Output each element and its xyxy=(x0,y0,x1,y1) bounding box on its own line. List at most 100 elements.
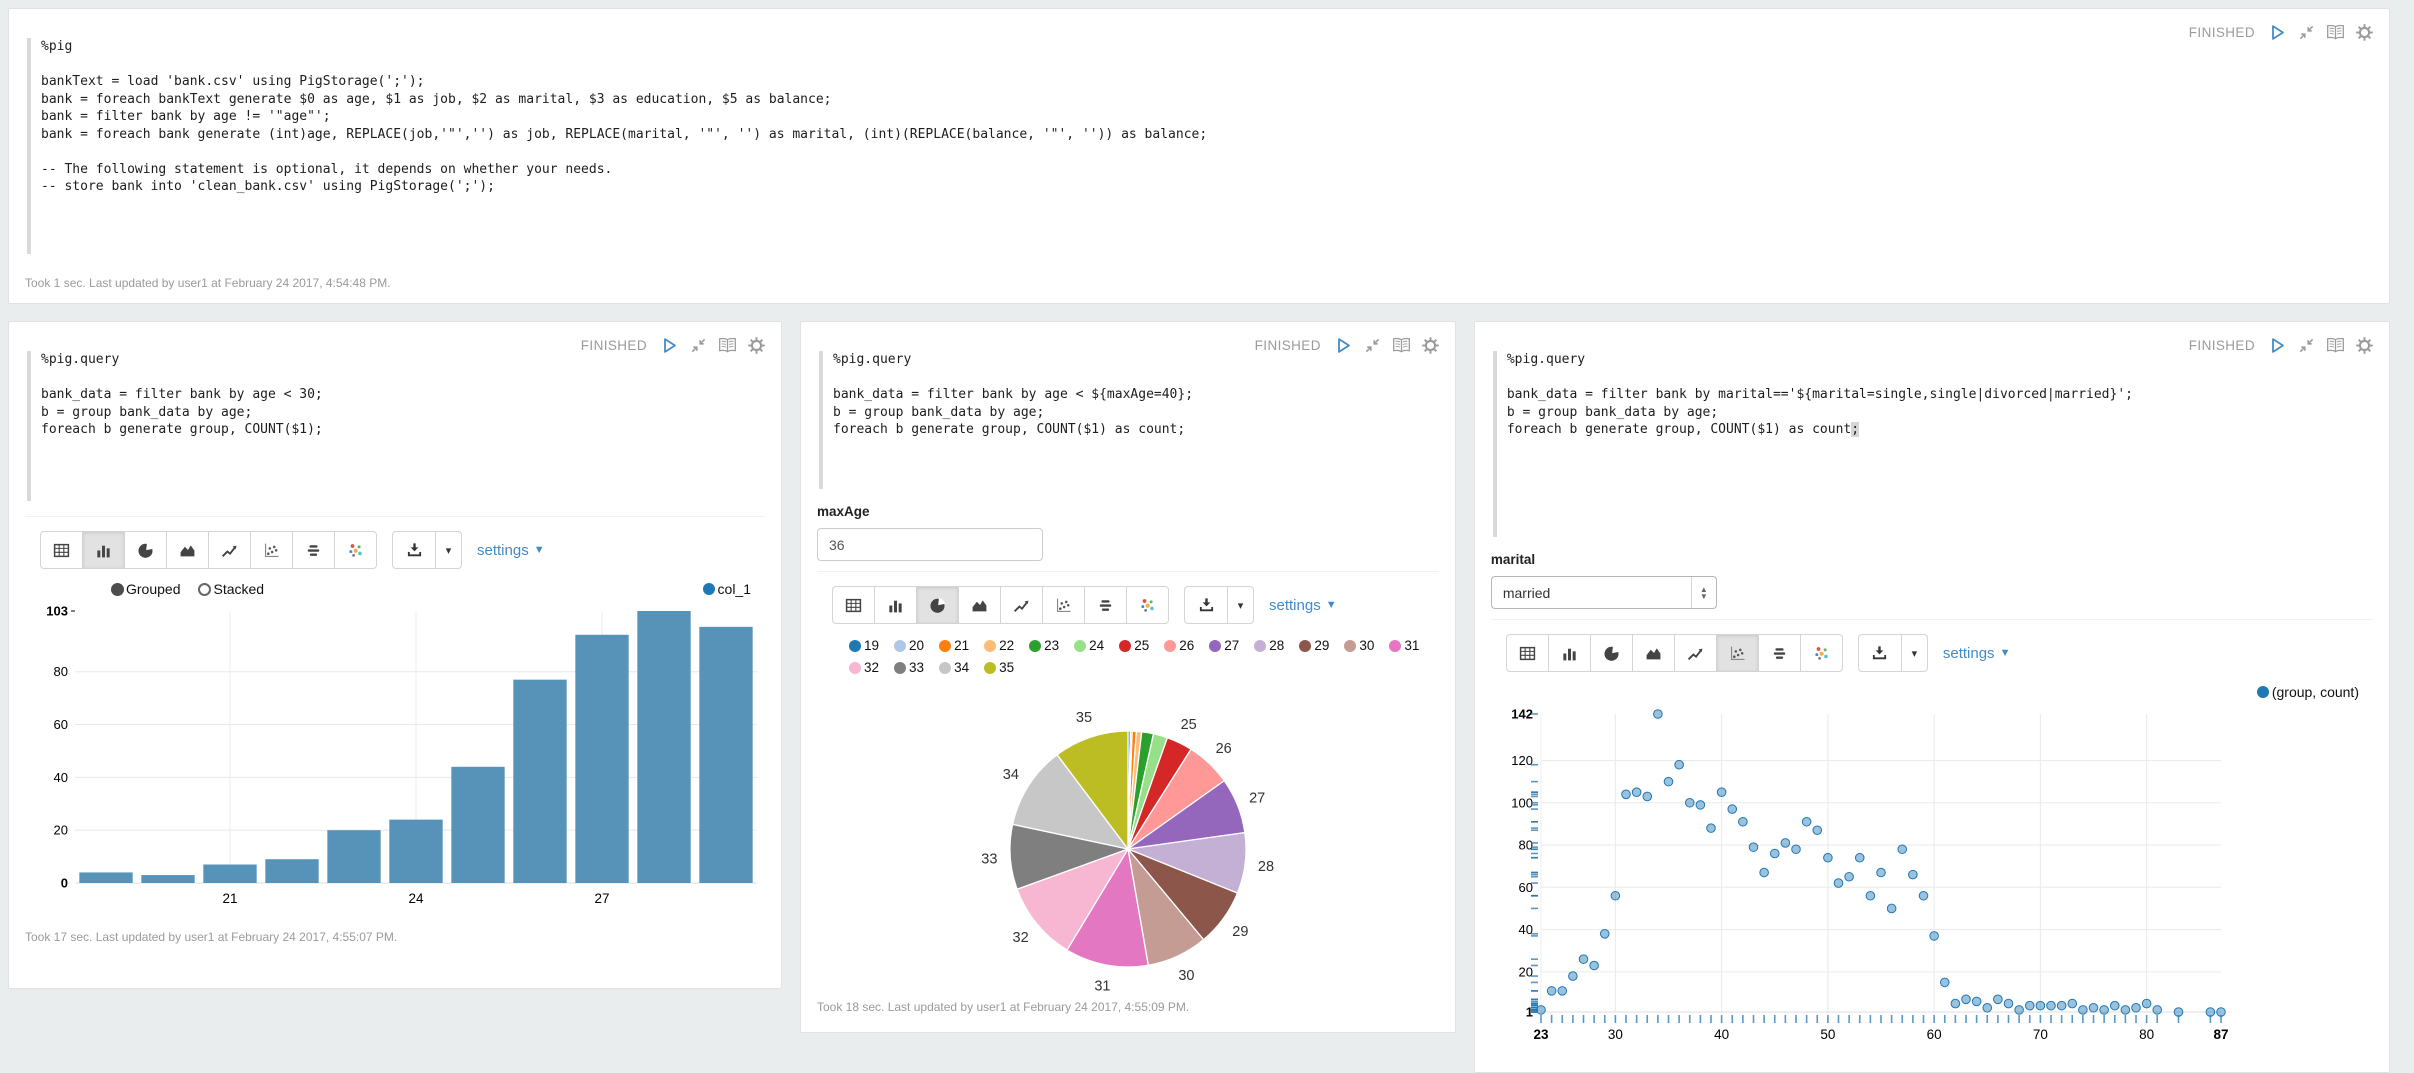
viz-button-stacked-chart[interactable] xyxy=(1757,634,1801,672)
code-editor[interactable]: %pig.query bank_data = filter bank by ag… xyxy=(817,347,1199,491)
svg-text:80: 80 xyxy=(1518,838,1532,853)
play-icon[interactable] xyxy=(2268,23,2287,42)
play-icon[interactable] xyxy=(1334,336,1353,355)
gear-icon[interactable] xyxy=(2356,337,2373,354)
viz-button-bubble-chart[interactable] xyxy=(334,531,377,569)
download-button[interactable] xyxy=(1184,586,1228,624)
viz-button-area-chart[interactable] xyxy=(958,586,1001,624)
svg-text:80: 80 xyxy=(54,664,68,679)
download-button[interactable] xyxy=(1857,634,1902,672)
scatter-chart[interactable]: 30 40 50 60 70 80 20 40 60 80 100 120 142 123 87 xyxy=(1491,700,2237,1052)
pie-legend-label: 22 xyxy=(999,638,1015,653)
svg-text:35: 35 xyxy=(1076,710,1092,726)
pie-legend-item[interactable]: 27 xyxy=(1209,638,1239,653)
pie-legend-item[interactable]: 35 xyxy=(984,660,1014,675)
settings-label: settings xyxy=(1942,644,1995,662)
pie-legend-label: 27 xyxy=(1224,638,1240,653)
viz-button-bubble-chart[interactable] xyxy=(1126,586,1169,624)
pie-legend-label: 34 xyxy=(954,660,970,675)
pie-legend-item[interactable]: 20 xyxy=(894,638,924,653)
viz-button-pie-chart[interactable] xyxy=(916,586,959,624)
download-options-button[interactable]: ▾ xyxy=(1227,586,1254,624)
viz-button-line-chart[interactable] xyxy=(1673,634,1717,672)
viz-button-bar-chart[interactable] xyxy=(1547,634,1591,672)
pie-legend-item[interactable]: 29 xyxy=(1299,638,1329,653)
book-icon[interactable] xyxy=(2326,24,2345,41)
pie-legend-item[interactable]: 19 xyxy=(849,638,879,653)
viz-button-line-chart[interactable] xyxy=(208,531,251,569)
book-icon[interactable] xyxy=(1392,337,1411,354)
code-editor[interactable]: %pig.query bank_data = filter bank by ag… xyxy=(25,347,525,503)
svg-text:40: 40 xyxy=(1518,922,1532,937)
viz-button-scatter-chart[interactable] xyxy=(1042,586,1085,624)
viz-button-bar-chart[interactable] xyxy=(82,531,125,569)
download-options-button[interactable]: ▾ xyxy=(435,531,462,569)
code-editor[interactable]: %pig.query bank_data = filter bank by ma… xyxy=(1491,347,2133,539)
viz-button-bar-chart[interactable] xyxy=(874,586,917,624)
pie-legend-item[interactable]: 28 xyxy=(1254,638,1284,653)
svg-text:24: 24 xyxy=(408,891,424,906)
book-icon[interactable] xyxy=(718,337,737,354)
svg-text:60: 60 xyxy=(1518,880,1532,895)
pie-legend-item[interactable]: 31 xyxy=(1389,638,1419,653)
pie-legend-item[interactable]: 34 xyxy=(939,660,969,675)
stacked-control[interactable]: Stacked xyxy=(198,581,264,597)
line-chart-icon xyxy=(1013,600,1029,612)
pie-legend-item[interactable]: 33 xyxy=(894,660,924,675)
viz-button-stacked-chart[interactable] xyxy=(292,531,335,569)
bar-chart[interactable]: 0 20 40 60 80 103 21 24 27 xyxy=(25,599,765,917)
viz-button-stacked-chart[interactable] xyxy=(1084,586,1127,624)
svg-text:32: 32 xyxy=(1012,930,1028,946)
grouped-control[interactable]: Grouped xyxy=(111,581,180,597)
svg-text:60: 60 xyxy=(1926,1027,1941,1042)
pie-chart[interactable]: 25 26 27 28 29 30 31 32 33 34 35 xyxy=(818,681,1438,1011)
bar-legend-item[interactable]: col_1 xyxy=(702,581,751,597)
marital-select[interactable]: married ▲ ▼ xyxy=(1490,576,1717,609)
pie-legend-item[interactable]: 30 xyxy=(1344,638,1374,653)
gear-icon[interactable] xyxy=(748,337,765,354)
settings-link[interactable]: settings ▼ xyxy=(1269,597,1337,614)
download-button[interactable] xyxy=(392,531,436,569)
play-icon[interactable] xyxy=(660,336,679,355)
viz-button-pie-chart[interactable] xyxy=(124,531,167,569)
compress-icon[interactable] xyxy=(2298,337,2315,354)
pie-legend-item[interactable]: 26 xyxy=(1164,638,1194,653)
pie-legend-item[interactable]: 25 xyxy=(1119,638,1149,653)
settings-link[interactable]: settings ▼ xyxy=(1943,645,2011,662)
compress-icon[interactable] xyxy=(1364,337,1381,354)
viz-button-line-chart[interactable] xyxy=(1000,586,1043,624)
gear-icon[interactable] xyxy=(1422,337,1439,354)
paragraph-actions xyxy=(2268,23,2373,42)
settings-link[interactable]: settings ▼ xyxy=(477,542,545,559)
viz-button-scatter-chart[interactable] xyxy=(250,531,293,569)
maxage-input[interactable] xyxy=(817,528,1043,561)
code-editor[interactable]: %pig bankText = load 'bank.csv' using Pi… xyxy=(25,34,2133,256)
viz-button-bubble-chart[interactable] xyxy=(1799,634,1843,672)
viz-button-table[interactable] xyxy=(832,586,875,624)
viz-button-pie-chart[interactable] xyxy=(1589,634,1633,672)
pie-legend-item[interactable]: 32 xyxy=(849,660,879,675)
compress-icon[interactable] xyxy=(2298,24,2315,41)
viz-button-area-chart[interactable] xyxy=(1631,634,1675,672)
pie-chart-icon xyxy=(138,542,154,558)
svg-text:60: 60 xyxy=(54,717,68,732)
play-icon[interactable] xyxy=(2268,336,2287,355)
book-icon[interactable] xyxy=(2326,337,2345,354)
gear-icon[interactable] xyxy=(2356,24,2373,41)
caret-down-icon: ▼ xyxy=(533,544,545,556)
legend-dot-icon xyxy=(894,661,907,674)
pie-legend-item[interactable]: 21 xyxy=(939,638,969,653)
download-options-button[interactable]: ▾ xyxy=(1900,634,1928,672)
viz-button-scatter-chart[interactable] xyxy=(1715,634,1759,672)
scatter-legend-item[interactable]: (group, count) xyxy=(2256,684,2359,700)
grouped-label: Grouped xyxy=(126,581,181,597)
pie-legend-item[interactable]: 22 xyxy=(984,638,1014,653)
pie-legend-item[interactable]: 23 xyxy=(1029,638,1059,653)
viz-button-area-chart[interactable] xyxy=(166,531,209,569)
compress-icon[interactable] xyxy=(690,337,707,354)
viz-button-table[interactable] xyxy=(1505,634,1549,672)
pie-legend-item[interactable]: 24 xyxy=(1074,638,1104,653)
svg-text:40: 40 xyxy=(54,770,68,785)
viz-button-table[interactable] xyxy=(40,531,83,569)
